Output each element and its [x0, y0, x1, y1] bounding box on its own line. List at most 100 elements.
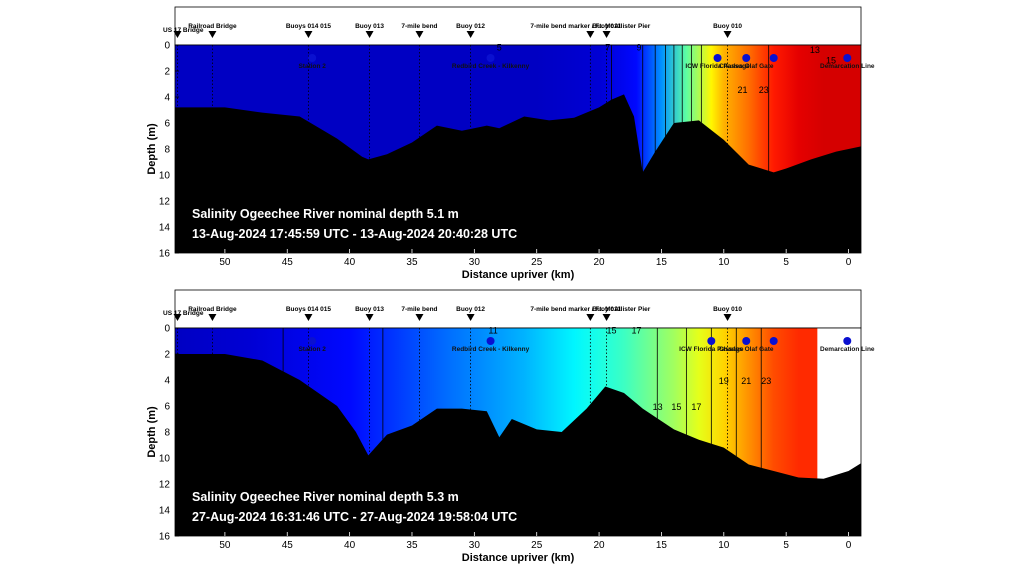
landmark-label: 7-mile bend	[401, 306, 437, 313]
y-tick-label: 4	[164, 376, 170, 387]
x-tick-label: 30	[469, 540, 481, 551]
contour-label: 21	[741, 376, 751, 386]
station-marker	[486, 337, 495, 345]
landmark-label: Buoy 013	[355, 306, 384, 313]
contour-label: 15	[671, 402, 681, 412]
landmark-marker-icon	[466, 31, 475, 38]
landmark-marker-icon	[304, 31, 313, 38]
x-tick-label: 45	[282, 540, 294, 551]
contour-label: 15	[607, 325, 617, 335]
x-tick-label: 0	[846, 540, 852, 551]
landmark-marker-icon	[208, 31, 217, 38]
y-tick-label: 2	[164, 67, 170, 78]
station-marker	[843, 337, 852, 345]
y-tick-label: 14	[159, 506, 171, 517]
x-tick-label: 5	[783, 257, 789, 268]
station-label: ICW Florida Passage	[679, 346, 744, 353]
contour-label: 17	[691, 402, 701, 412]
y-tick-label: 10	[159, 454, 171, 465]
x-tick-label: 10	[718, 257, 730, 268]
landmark-label: Buoys 014 015	[286, 306, 332, 313]
landmark-marker-icon	[602, 31, 611, 38]
y-tick-label: 2	[164, 350, 170, 361]
x-tick-label: 10	[718, 540, 730, 551]
station-label: Charles Olaf Gate	[719, 63, 774, 70]
y-axis: 0 2 4 6 8 10 12 14 16 Depth (m)	[146, 41, 179, 260]
station-label: Demarcation Line	[820, 346, 875, 353]
y-axis-label: Depth (m)	[146, 406, 158, 458]
landmark-label: US 17 Bridge	[163, 310, 204, 317]
x-tick-label: 40	[344, 540, 356, 551]
station-marker	[769, 54, 778, 62]
y-tick-label: 8	[164, 145, 170, 156]
x-tick-label: 30	[469, 257, 481, 268]
landmark-label: Buoy 011	[592, 23, 621, 30]
x-tick-label: 50	[219, 257, 231, 268]
y-axis: 0 2 4 6 8 10 12 14 16 Depth (m)	[146, 324, 179, 543]
y-tick-label: 14	[159, 223, 171, 234]
chart-info-line-1: Salinity Ogeechee River nominal depth 5.…	[192, 490, 459, 504]
x-tick-label: 35	[406, 540, 418, 551]
station-label: Station 2	[298, 346, 326, 353]
landmark-marker-icon	[723, 31, 732, 38]
contour-labels: 13 15 21 23 5 7 9	[497, 42, 836, 95]
contour-label: 5	[497, 42, 502, 52]
landmark-label: Buoy 013	[355, 23, 384, 30]
landmark-marker-icon	[173, 31, 182, 38]
landmark-label: Buoy 010	[713, 23, 742, 30]
chart-info-line-1: Salinity Ogeechee River nominal depth 5.…	[192, 207, 459, 221]
landmark-marker-icon	[208, 314, 217, 321]
landmark-label: 7-mile bend marker / Ft. McAllister Pier	[530, 23, 650, 30]
landmark-header-box	[174, 289, 862, 329]
y-tick-label: 4	[164, 93, 170, 104]
contour-label: 23	[761, 376, 771, 386]
station-marker	[308, 54, 317, 62]
x-axis-label: Distance upriver (km)	[462, 269, 575, 281]
contour-label: 13	[810, 45, 820, 55]
station-marker	[769, 337, 778, 345]
x-tick-label: 25	[531, 540, 543, 551]
landmark-label: Railroad Bridge	[188, 23, 237, 30]
landmark-label: US 17 Bridge	[163, 27, 204, 34]
y-tick-label: 0	[164, 41, 170, 52]
station-marker	[742, 54, 751, 62]
contour-label: 15	[826, 55, 836, 65]
landmark-label: Buoys 014 015	[286, 23, 332, 30]
landmark-marker-icon	[586, 31, 595, 38]
y-tick-label: 0	[164, 324, 170, 335]
landmark-marker-icon	[173, 314, 182, 321]
y-tick-label: 8	[164, 428, 170, 439]
stations: Station 2 Redbird Creek - Kilkenny ICW Flo…	[298, 54, 875, 70]
station-marker	[308, 337, 317, 345]
x-tick-label: 40	[344, 257, 356, 268]
contour-label: 9	[636, 42, 641, 52]
station-label: Demarcation Line	[820, 63, 875, 70]
contour-label: 11	[488, 325, 497, 335]
landmark-marker-icon	[365, 314, 374, 321]
river-bottom	[175, 94, 861, 254]
landmark-marker-icon	[415, 314, 424, 321]
y-tick-label: 10	[159, 171, 171, 182]
contour-labels: 13 15 17 19 21 23 11 15 17	[488, 325, 771, 412]
y-axis-label: Depth (m)	[146, 123, 158, 175]
station-label: Charles Olaf Gate	[719, 346, 774, 353]
landmark-marker-icon	[415, 31, 424, 38]
station-label: Station 2	[298, 63, 326, 70]
landmark-marker-icon	[602, 314, 611, 321]
x-tick-label: 25	[531, 257, 543, 268]
x-tick-label: 20	[594, 257, 606, 268]
landmark-label: Buoy 012	[456, 306, 485, 313]
x-tick-label: 15	[656, 540, 668, 551]
x-tick-label: 0	[846, 257, 852, 268]
y-tick-label: 12	[159, 480, 171, 491]
y-tick-label: 16	[159, 249, 171, 260]
contour-label: 17	[631, 325, 641, 335]
landmark-marker-icon	[466, 314, 475, 321]
chart-info-line-2: 13-Aug-2024 17:45:59 UTC - 13-Aug-2024 2…	[192, 227, 517, 241]
